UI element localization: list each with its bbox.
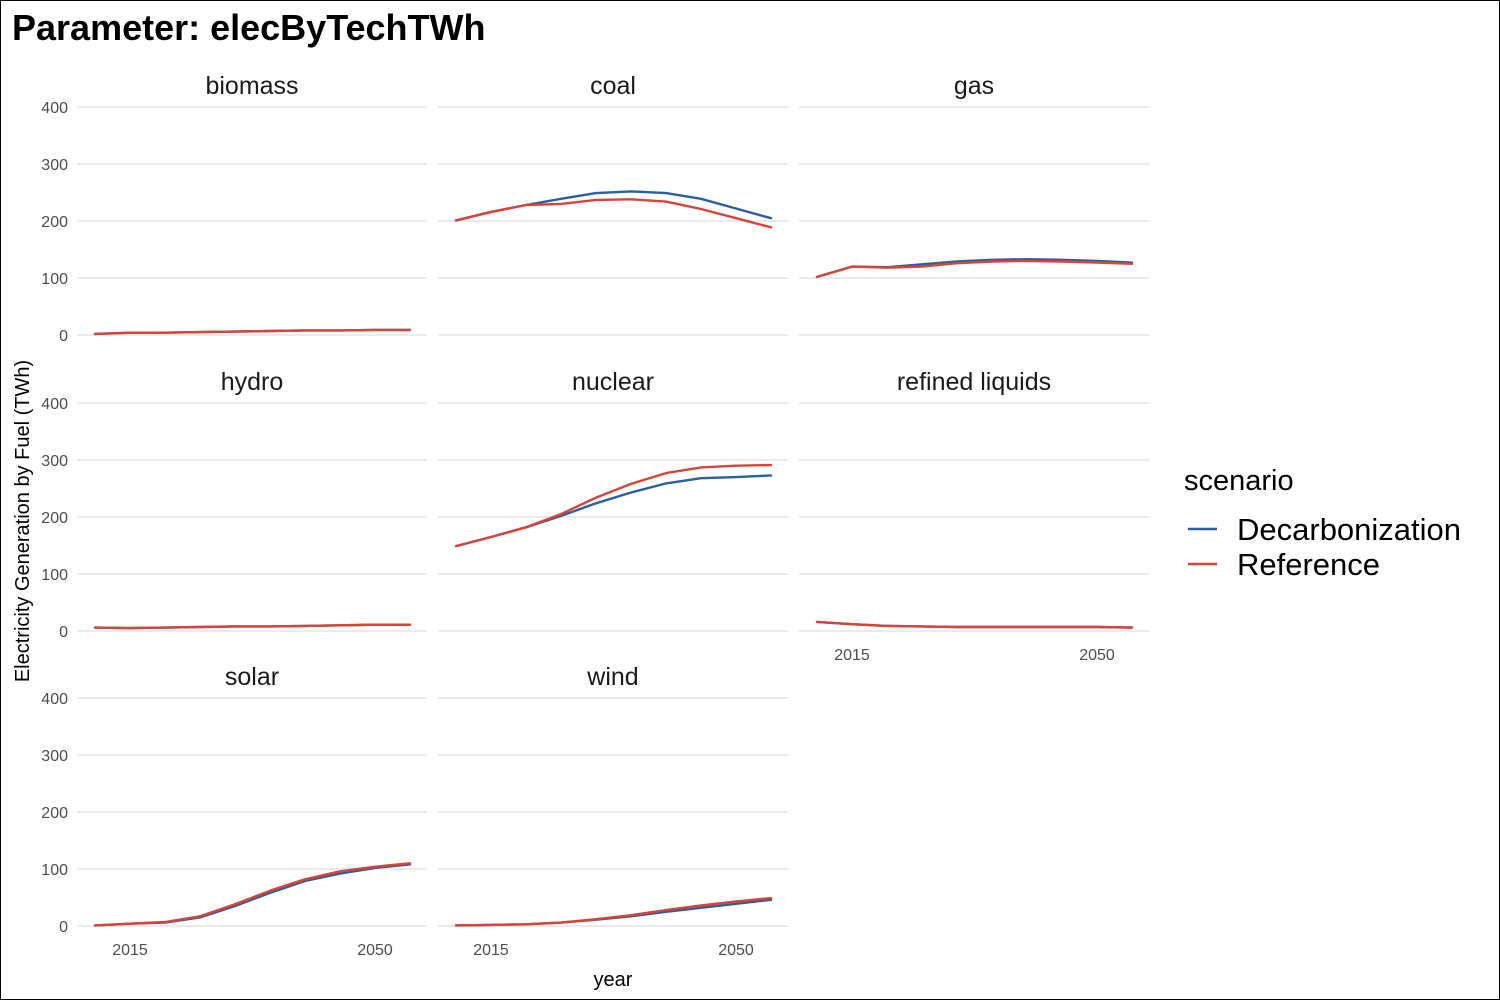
facet-label: nuclear [572, 368, 654, 396]
panel-wind: wind 2015 2050 [438, 663, 788, 959]
x-tick-label: 2015 [112, 942, 148, 959]
legend-item-decarbonization: Decarbonization [1188, 512, 1461, 547]
series-line-reference [93, 623, 412, 630]
facet-label: wind [586, 663, 638, 691]
y-tick-label: 100 [41, 567, 68, 584]
panel-solar: 0 100 200 300 400 solar 2015 2050 [41, 663, 427, 959]
facet-panels: 0 100 200 300 400 biomass coal gas 0 100 200 300 400… [41, 72, 1149, 959]
y-tick-label: 400 [41, 100, 68, 117]
y-tick-label: 100 [41, 862, 68, 879]
facet-label: biomass [205, 72, 298, 100]
y-tick-label: 300 [41, 157, 68, 174]
x-tick-label: 2050 [357, 942, 393, 959]
facet-label: coal [590, 72, 636, 100]
y-tick-label: 100 [41, 271, 68, 288]
y-tick-label: 300 [41, 453, 68, 470]
y-tick-label: 400 [41, 396, 68, 413]
y-tick-label: 200 [41, 805, 68, 822]
series-line-reference [815, 259, 1134, 279]
y-tick-label: 0 [59, 624, 68, 641]
x-axis-title: year [594, 969, 633, 991]
chart-title: Parameter: elecByTechTWh [12, 7, 486, 48]
x-tick-label: 2050 [1079, 647, 1115, 664]
legend-title: scenario [1184, 465, 1294, 497]
series-line-decarbonization [93, 863, 412, 927]
x-tick-label: 2050 [718, 942, 754, 959]
series-line-reference [454, 463, 773, 548]
panel-biomass: 0 100 200 300 400 biomass [41, 72, 427, 345]
panel-hydro: 0 100 200 300 400 hydro [41, 368, 427, 641]
series-line-reference [454, 198, 773, 229]
panel-nuclear: nuclear [438, 368, 788, 632]
panel-refined-liquids: refined liquids 2015 2050 [799, 368, 1149, 664]
facet-label: refined liquids [897, 368, 1051, 396]
legend-label: Decarbonization [1237, 512, 1461, 547]
x-tick-label: 2015 [473, 942, 509, 959]
y-axis-title: Electricity Generation by Fuel (TWh) [12, 360, 34, 682]
y-tick-label: 0 [59, 328, 68, 345]
y-tick-label: 200 [41, 214, 68, 231]
x-tick-label: 2015 [834, 647, 870, 664]
y-tick-label: 0 [59, 919, 68, 936]
series-line-reference [93, 862, 412, 927]
facet-label: hydro [221, 368, 284, 396]
series-line-reference [93, 328, 412, 336]
panel-gas: gas [799, 72, 1149, 336]
y-tick-label: 200 [41, 510, 68, 527]
series-line-reference [454, 896, 773, 927]
series-line-decarbonization [454, 474, 773, 548]
y-tick-label: 400 [41, 691, 68, 708]
legend-label: Reference [1237, 547, 1380, 582]
facet-label: solar [225, 663, 279, 691]
series-line-reference [815, 620, 1134, 629]
legend-item-reference: Reference [1188, 547, 1380, 582]
panel-coal: coal [438, 72, 788, 336]
facet-label: gas [954, 72, 994, 100]
y-tick-label: 300 [41, 748, 68, 765]
